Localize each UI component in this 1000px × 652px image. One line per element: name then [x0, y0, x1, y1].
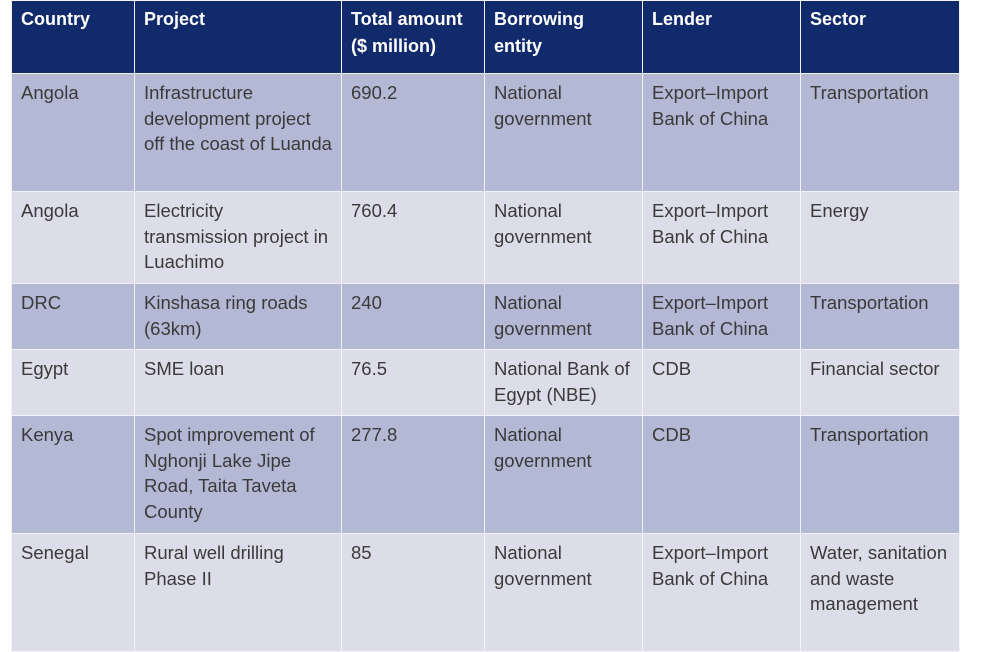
cell-project: Kinshasa ring roads (63km)	[134, 283, 342, 350]
cell-total-amount: 277.8	[341, 415, 485, 534]
cell-sector: Financial sector	[800, 349, 960, 416]
cell-lender: Export–Import Bank of China	[642, 191, 801, 284]
cell-sector: Transportation	[800, 283, 960, 350]
cell-country: Angola	[11, 73, 135, 192]
header-total-amount: Total amount ($ million)	[341, 0, 485, 74]
cell-total-amount: 85	[341, 533, 485, 652]
cell-sector: Water, sanitation and waste management	[800, 533, 960, 652]
cell-borrowing-entity: National government	[484, 415, 643, 534]
cell-lender: Export–Import Bank of China	[642, 533, 801, 652]
cell-country: Kenya	[11, 415, 135, 534]
cell-lender: CDB	[642, 415, 801, 534]
header-borrowing-entity: Borrowing entity	[484, 0, 643, 74]
cell-lender: Export–Import Bank of China	[642, 283, 801, 350]
cell-borrowing-entity: National government	[484, 283, 643, 350]
cell-country: DRC	[11, 283, 135, 350]
cell-total-amount: 240	[341, 283, 485, 350]
table-row: Senegal Rural well drilling Phase II 85 Nat…	[11, 533, 960, 652]
cell-total-amount: 690.2	[341, 73, 485, 192]
cell-project: Spot improvement of Nghonji Lake Jipe Ro…	[134, 415, 342, 534]
cell-sector: Energy	[800, 191, 960, 284]
cell-project: SME loan	[134, 349, 342, 416]
header-country: Country	[11, 0, 135, 74]
cell-lender: CDB	[642, 349, 801, 416]
cell-sector: Transportation	[800, 415, 960, 534]
header-project: Project	[134, 0, 342, 74]
table-row: Kenya Spot improvement of Nghonji Lake Ji…	[11, 415, 960, 534]
table-row: Angola Electricity transmission project i…	[11, 191, 960, 284]
table-row: Egypt SME loan 76.5 National Bank of Egypt …	[11, 349, 960, 416]
header-lender: Lender	[642, 0, 801, 74]
table-header-row: Country Project Total amount ($ million)…	[11, 0, 960, 74]
table-row: DRC Kinshasa ring roads (63km) 240 National…	[11, 283, 960, 350]
cell-country: Egypt	[11, 349, 135, 416]
cell-sector: Transportation	[800, 73, 960, 192]
cell-borrowing-entity: National government	[484, 191, 643, 284]
table-row: Angola Infrastructure development project…	[11, 73, 960, 192]
loans-table: Country Project Total amount ($ million)…	[11, 0, 960, 652]
cell-borrowing-entity: National Bank of Egypt (NBE)	[484, 349, 643, 416]
cell-project: Rural well drilling Phase II	[134, 533, 342, 652]
cell-project: Electricity transmission project in Luac…	[134, 191, 342, 284]
cell-total-amount: 76.5	[341, 349, 485, 416]
cell-borrowing-entity: National government	[484, 533, 643, 652]
cell-total-amount: 760.4	[341, 191, 485, 284]
cell-borrowing-entity: National government	[484, 73, 643, 192]
cell-lender: Export–Import Bank of China	[642, 73, 801, 192]
cell-country: Senegal	[11, 533, 135, 652]
cell-project: Infrastructure development project off t…	[134, 73, 342, 192]
cell-country: Angola	[11, 191, 135, 284]
header-sector: Sector	[800, 0, 960, 74]
